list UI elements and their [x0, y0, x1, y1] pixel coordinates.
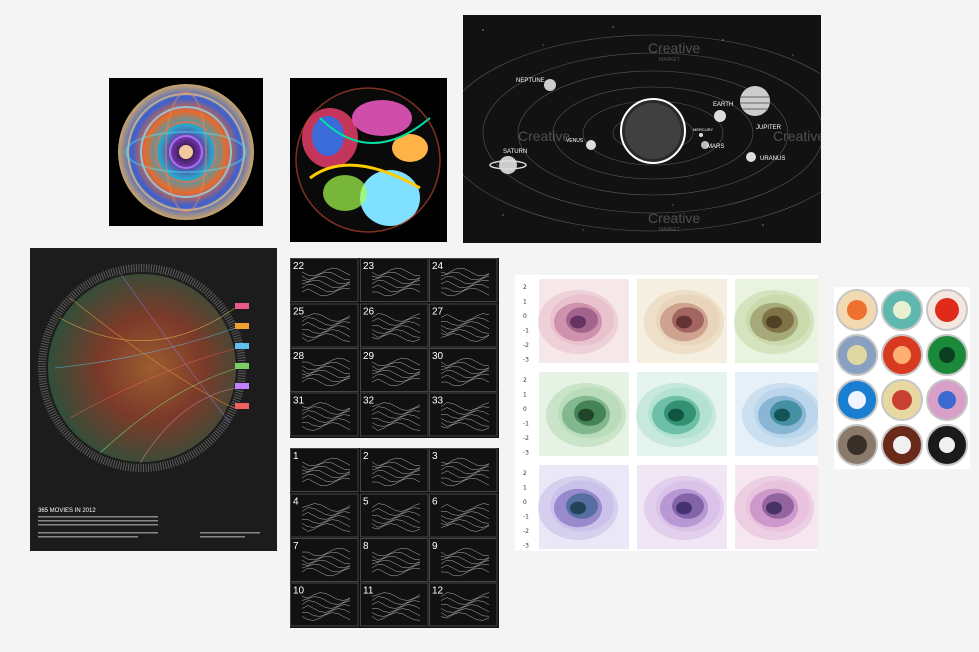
planet-label-venus: VENUS: [566, 138, 584, 144]
watermark-bottom: Creative: [648, 210, 700, 226]
grid-number-label: 32: [363, 396, 375, 407]
mandala-image[interactable]: [109, 78, 263, 226]
watermark-top: Creative: [648, 40, 700, 56]
y-tick-label: 0: [523, 406, 527, 413]
density-plot-7[interactable]: [538, 465, 629, 549]
y-tick-label: -1: [523, 421, 529, 428]
grid-number-label: 27: [432, 307, 444, 318]
grid-number-label: 29: [363, 351, 375, 362]
grid-cell-30[interactable]: 30: [429, 348, 498, 392]
y-tick-label: -2: [523, 435, 529, 442]
grid-number-label: 12: [432, 586, 444, 597]
line-art-grid-bottom[interactable]: 1 2 3 4 5 6 7 8 9 10 11 12: [290, 448, 499, 628]
grid-cell-1[interactable]: 1: [290, 448, 359, 492]
grid-cell-2[interactable]: 2: [360, 448, 429, 492]
petri-dish-grid[interactable]: [834, 287, 970, 469]
grid-number-label: 24: [432, 261, 444, 272]
grid-number-label: 1: [293, 451, 299, 462]
density-contour-grid[interactable]: 2 1 0 -1 -2 -3 2 1 0 -1 -2 -3 2 1 0 -1 -2 -3: [515, 275, 818, 551]
grid-cell-3[interactable]: 3: [429, 448, 498, 492]
watermark-top-sub: MARKET: [659, 57, 680, 63]
y-tick-label: 1: [523, 299, 527, 306]
grid-number-label: 5: [363, 497, 369, 508]
grid-cell-24[interactable]: 24: [429, 258, 498, 302]
y-tick-label: 2: [523, 470, 527, 477]
poster-title: 365 MOVIES IN 2012: [38, 508, 96, 514]
grid-number-label: 2: [363, 451, 369, 462]
grid-number-label: 3: [432, 451, 438, 462]
grid-cell-12[interactable]: 12: [429, 582, 498, 627]
y-tick-label: -3: [523, 543, 529, 550]
grid-number-label: 7: [293, 541, 299, 552]
grid-cell-4[interactable]: 4: [290, 493, 359, 538]
grid-cell-6[interactable]: 6: [429, 493, 498, 538]
y-tick-label: -2: [523, 342, 529, 349]
grid-cell-23[interactable]: 23: [360, 258, 429, 302]
grid-number-label: 9: [432, 541, 438, 552]
y-tick-label: 2: [523, 377, 527, 384]
planet-label-mars: MARS: [707, 144, 724, 150]
grid-number-label: 28: [293, 351, 305, 362]
movies-chord-poster[interactable]: 365 MOVIES IN 2012: [30, 248, 277, 551]
grid-cell-11[interactable]: 11: [360, 582, 429, 627]
grid-cell-10[interactable]: 10: [290, 582, 359, 627]
density-plot-8[interactable]: [637, 465, 727, 549]
grid-number-label: 4: [293, 497, 299, 508]
watermark-left: Creative: [518, 128, 570, 144]
planet-label-uranus: URANUS: [760, 156, 785, 162]
grid-number-label: 22: [293, 261, 305, 272]
density-plot-3[interactable]: [734, 279, 818, 363]
grid-cell-33[interactable]: 33: [429, 392, 498, 437]
grid-number-label: 23: [363, 261, 375, 272]
density-plot-6[interactable]: [735, 372, 818, 456]
planet-label-jupiter: JUPITER: [756, 125, 782, 131]
y-tick-label: -3: [523, 450, 529, 457]
y-tick-label: -1: [523, 328, 529, 335]
grid-cell-32[interactable]: 32: [360, 392, 429, 437]
grid-cell-7[interactable]: 7: [290, 538, 359, 582]
y-tick-label: 1: [523, 392, 527, 399]
y-tick-label: 0: [523, 499, 527, 506]
watermark-bottom-sub: MARKET: [659, 227, 680, 233]
grid-number-label: 6: [432, 497, 438, 508]
grid-cell-28[interactable]: 28: [290, 348, 359, 392]
planet-label-saturn: SATURN: [503, 149, 527, 155]
y-tick-label: -2: [523, 528, 529, 535]
y-tick-label: 0: [523, 313, 527, 320]
grid-number-label: 8: [363, 541, 369, 552]
density-plot-2[interactable]: [637, 279, 727, 363]
grid-cell-26[interactable]: 26: [360, 303, 429, 348]
line-art-grid-top[interactable]: 22 23 24 25 26 27 28 29 30 31 32 33: [290, 258, 499, 438]
grid-number-label: 11: [363, 586, 374, 597]
y-tick-label: 2: [523, 284, 527, 291]
density-plot-5[interactable]: [636, 372, 727, 456]
grid-number-label: 31: [293, 396, 305, 407]
grid-cell-27[interactable]: 27: [429, 303, 498, 348]
y-tick-label: -3: [523, 357, 529, 364]
grid-cell-31[interactable]: 31: [290, 392, 359, 437]
density-plot-4[interactable]: [539, 372, 629, 456]
y-tick-label: 1: [523, 485, 527, 492]
density-plot-9[interactable]: [734, 465, 818, 549]
density-plot-1[interactable]: [538, 279, 629, 363]
colorful-creatures-image[interactable]: [290, 78, 447, 242]
grid-cell-29[interactable]: 29: [360, 348, 429, 392]
planet-label-neptune: NEPTUNE: [516, 78, 545, 84]
grid-cell-22[interactable]: 22: [290, 258, 359, 302]
grid-number-label: 26: [363, 307, 375, 318]
planet-label-mercury: MERCURY: [693, 127, 713, 132]
grid-number-label: 25: [293, 307, 305, 318]
grid-number-label: 10: [293, 586, 305, 597]
grid-cell-5[interactable]: 5: [360, 493, 429, 538]
grid-number-label: 30: [432, 351, 444, 362]
planet-label-earth: EARTH: [713, 102, 733, 108]
y-tick-label: -1: [523, 514, 529, 521]
solar-system-image[interactable]: NEPTUNE VENUS SATURN EARTH MERCURY MARS …: [463, 15, 821, 243]
grid-number-label: 33: [432, 396, 444, 407]
grid-cell-25[interactable]: 25: [290, 303, 359, 348]
watermark-right: Creative: [773, 128, 821, 144]
grid-cell-9[interactable]: 9: [429, 538, 498, 582]
grid-cell-8[interactable]: 8: [360, 538, 429, 582]
